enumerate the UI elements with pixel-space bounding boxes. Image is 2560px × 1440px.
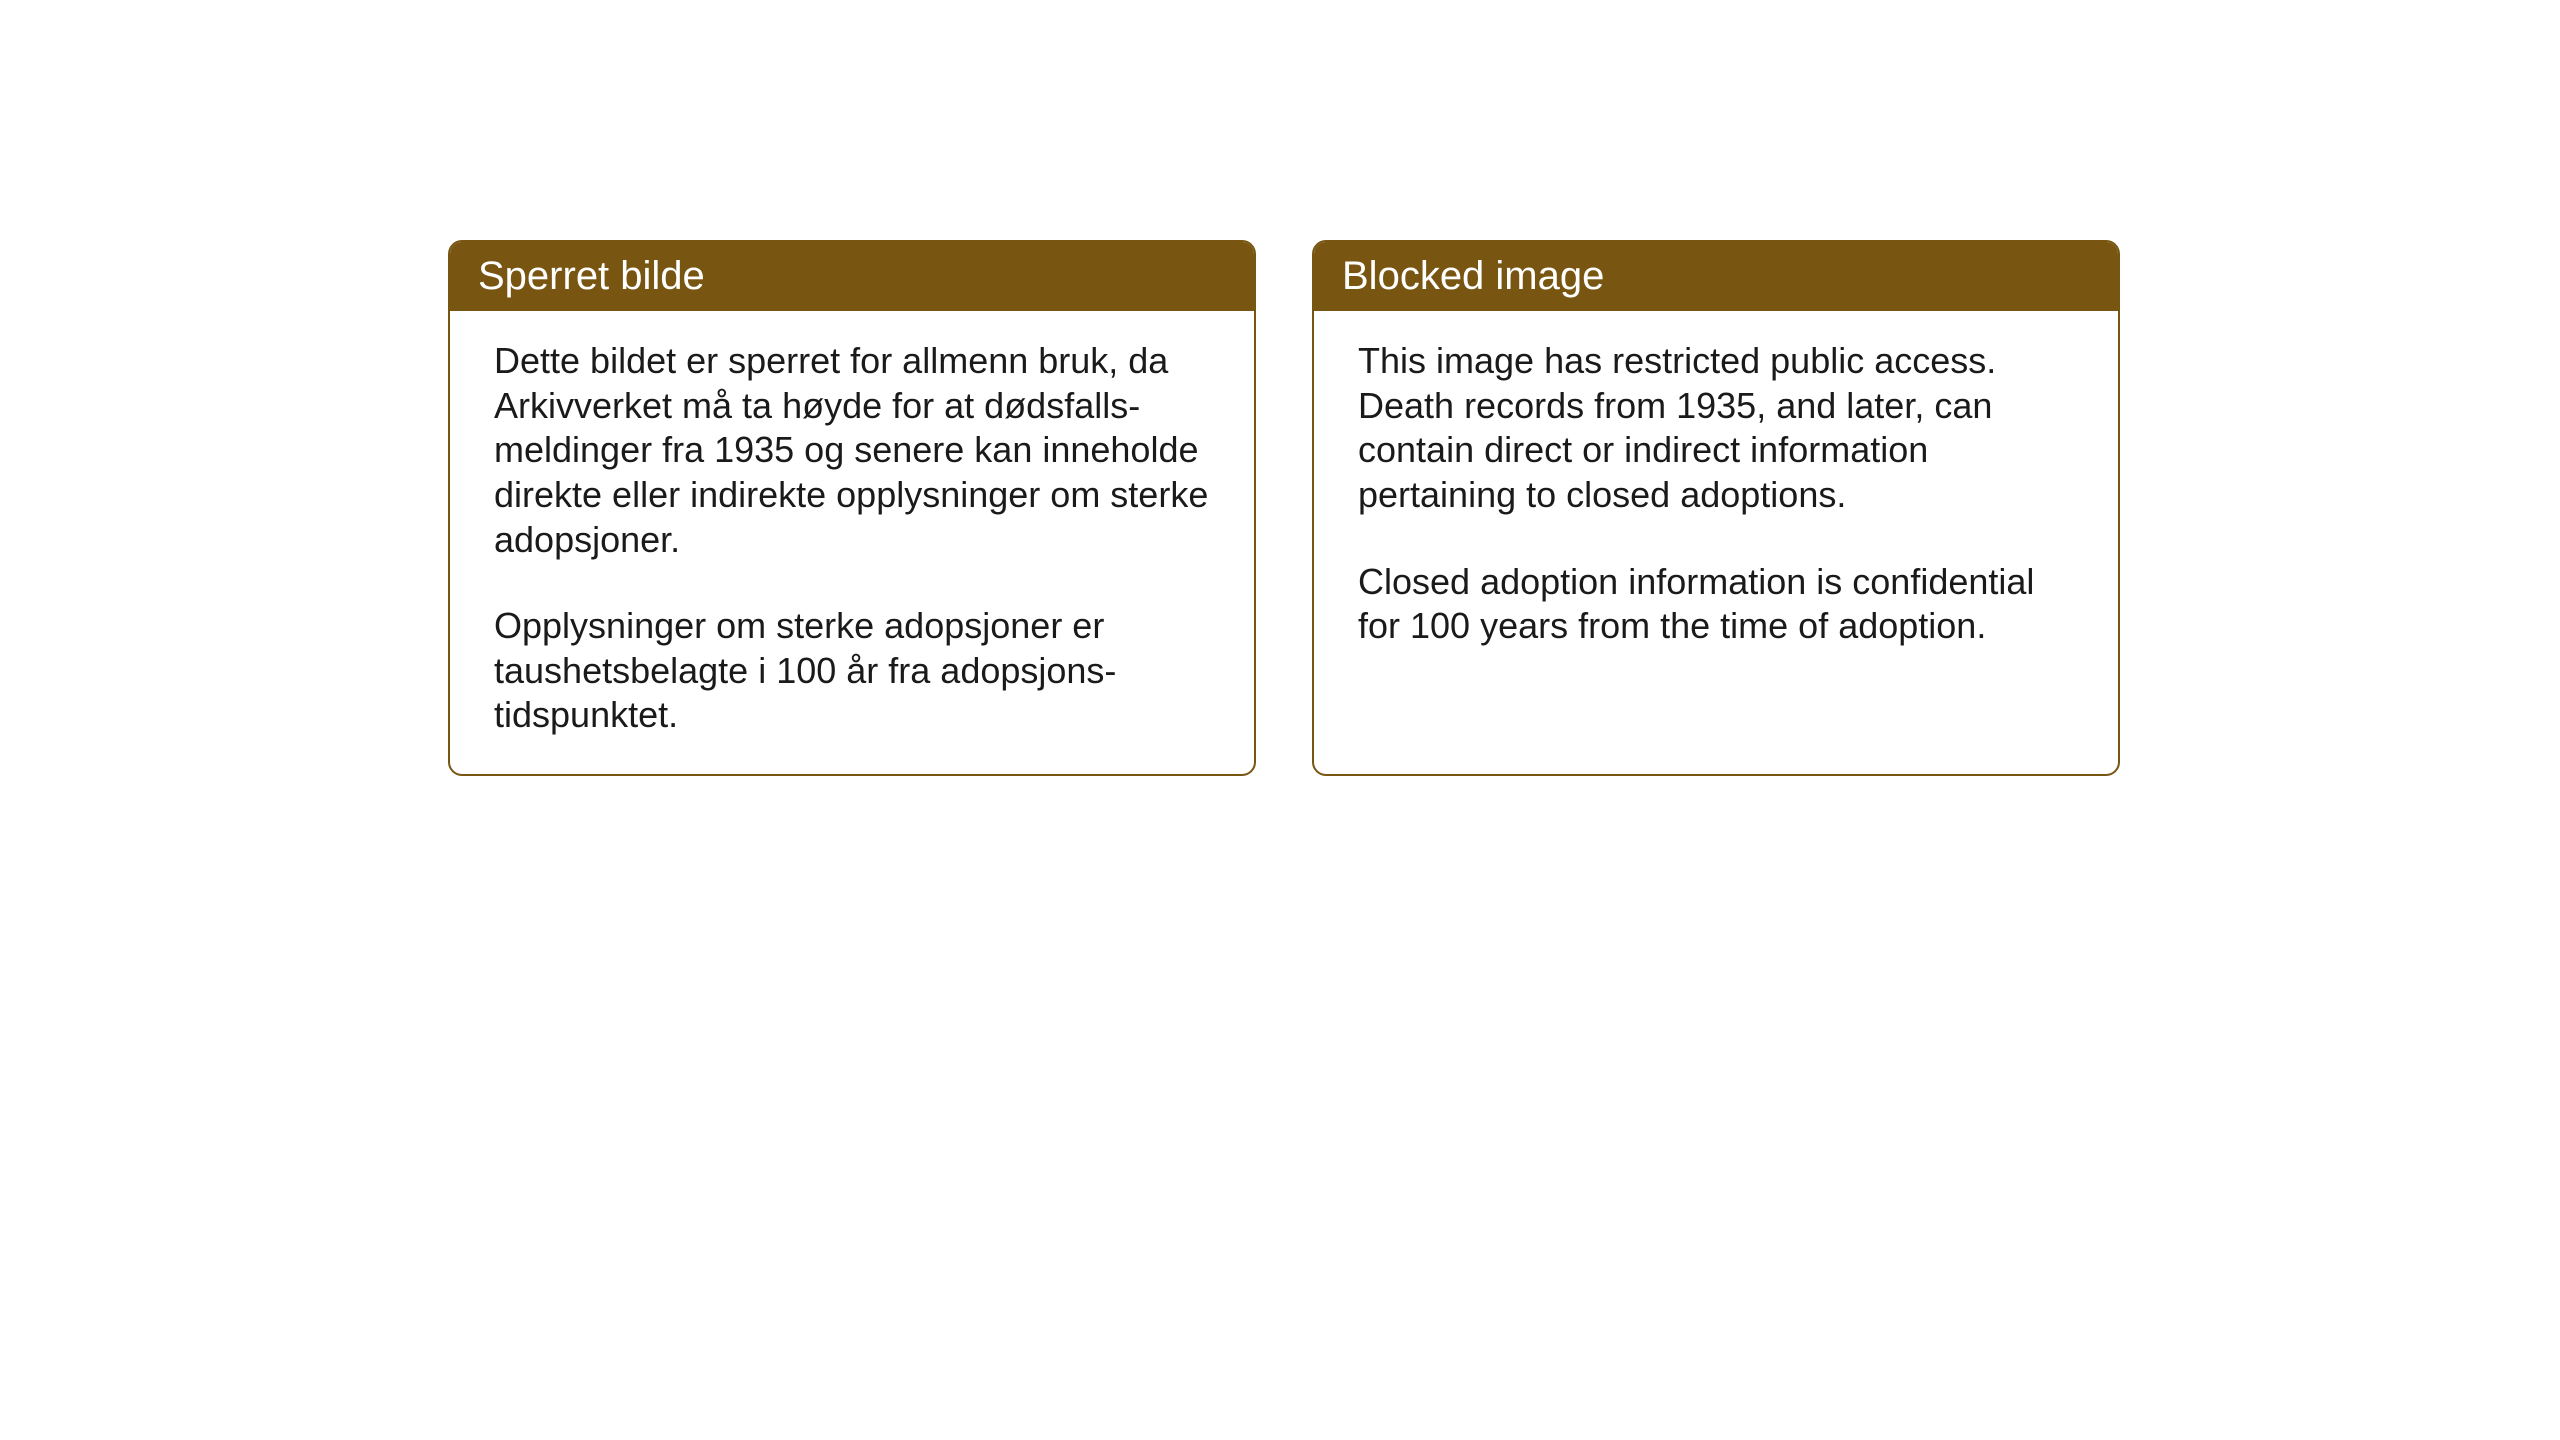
- english-card-header: Blocked image: [1314, 242, 2118, 311]
- english-paragraph-2: Closed adoption information is confident…: [1358, 560, 2074, 649]
- english-card-title: Blocked image: [1342, 254, 1604, 298]
- english-card-body: This image has restricted public access.…: [1314, 311, 2118, 751]
- norwegian-paragraph-2: Opplysninger om sterke adopsjoner er tau…: [494, 604, 1210, 738]
- norwegian-card: Sperret bilde Dette bildet er sperret fo…: [448, 240, 1256, 776]
- english-paragraph-1: This image has restricted public access.…: [1358, 339, 2074, 518]
- norwegian-card-title: Sperret bilde: [478, 254, 705, 298]
- cards-container: Sperret bilde Dette bildet er sperret fo…: [448, 240, 2120, 776]
- norwegian-card-header: Sperret bilde: [450, 242, 1254, 311]
- norwegian-card-body: Dette bildet er sperret for allmenn bruk…: [450, 311, 1254, 774]
- norwegian-paragraph-1: Dette bildet er sperret for allmenn bruk…: [494, 339, 1210, 562]
- english-card: Blocked image This image has restricted …: [1312, 240, 2120, 776]
